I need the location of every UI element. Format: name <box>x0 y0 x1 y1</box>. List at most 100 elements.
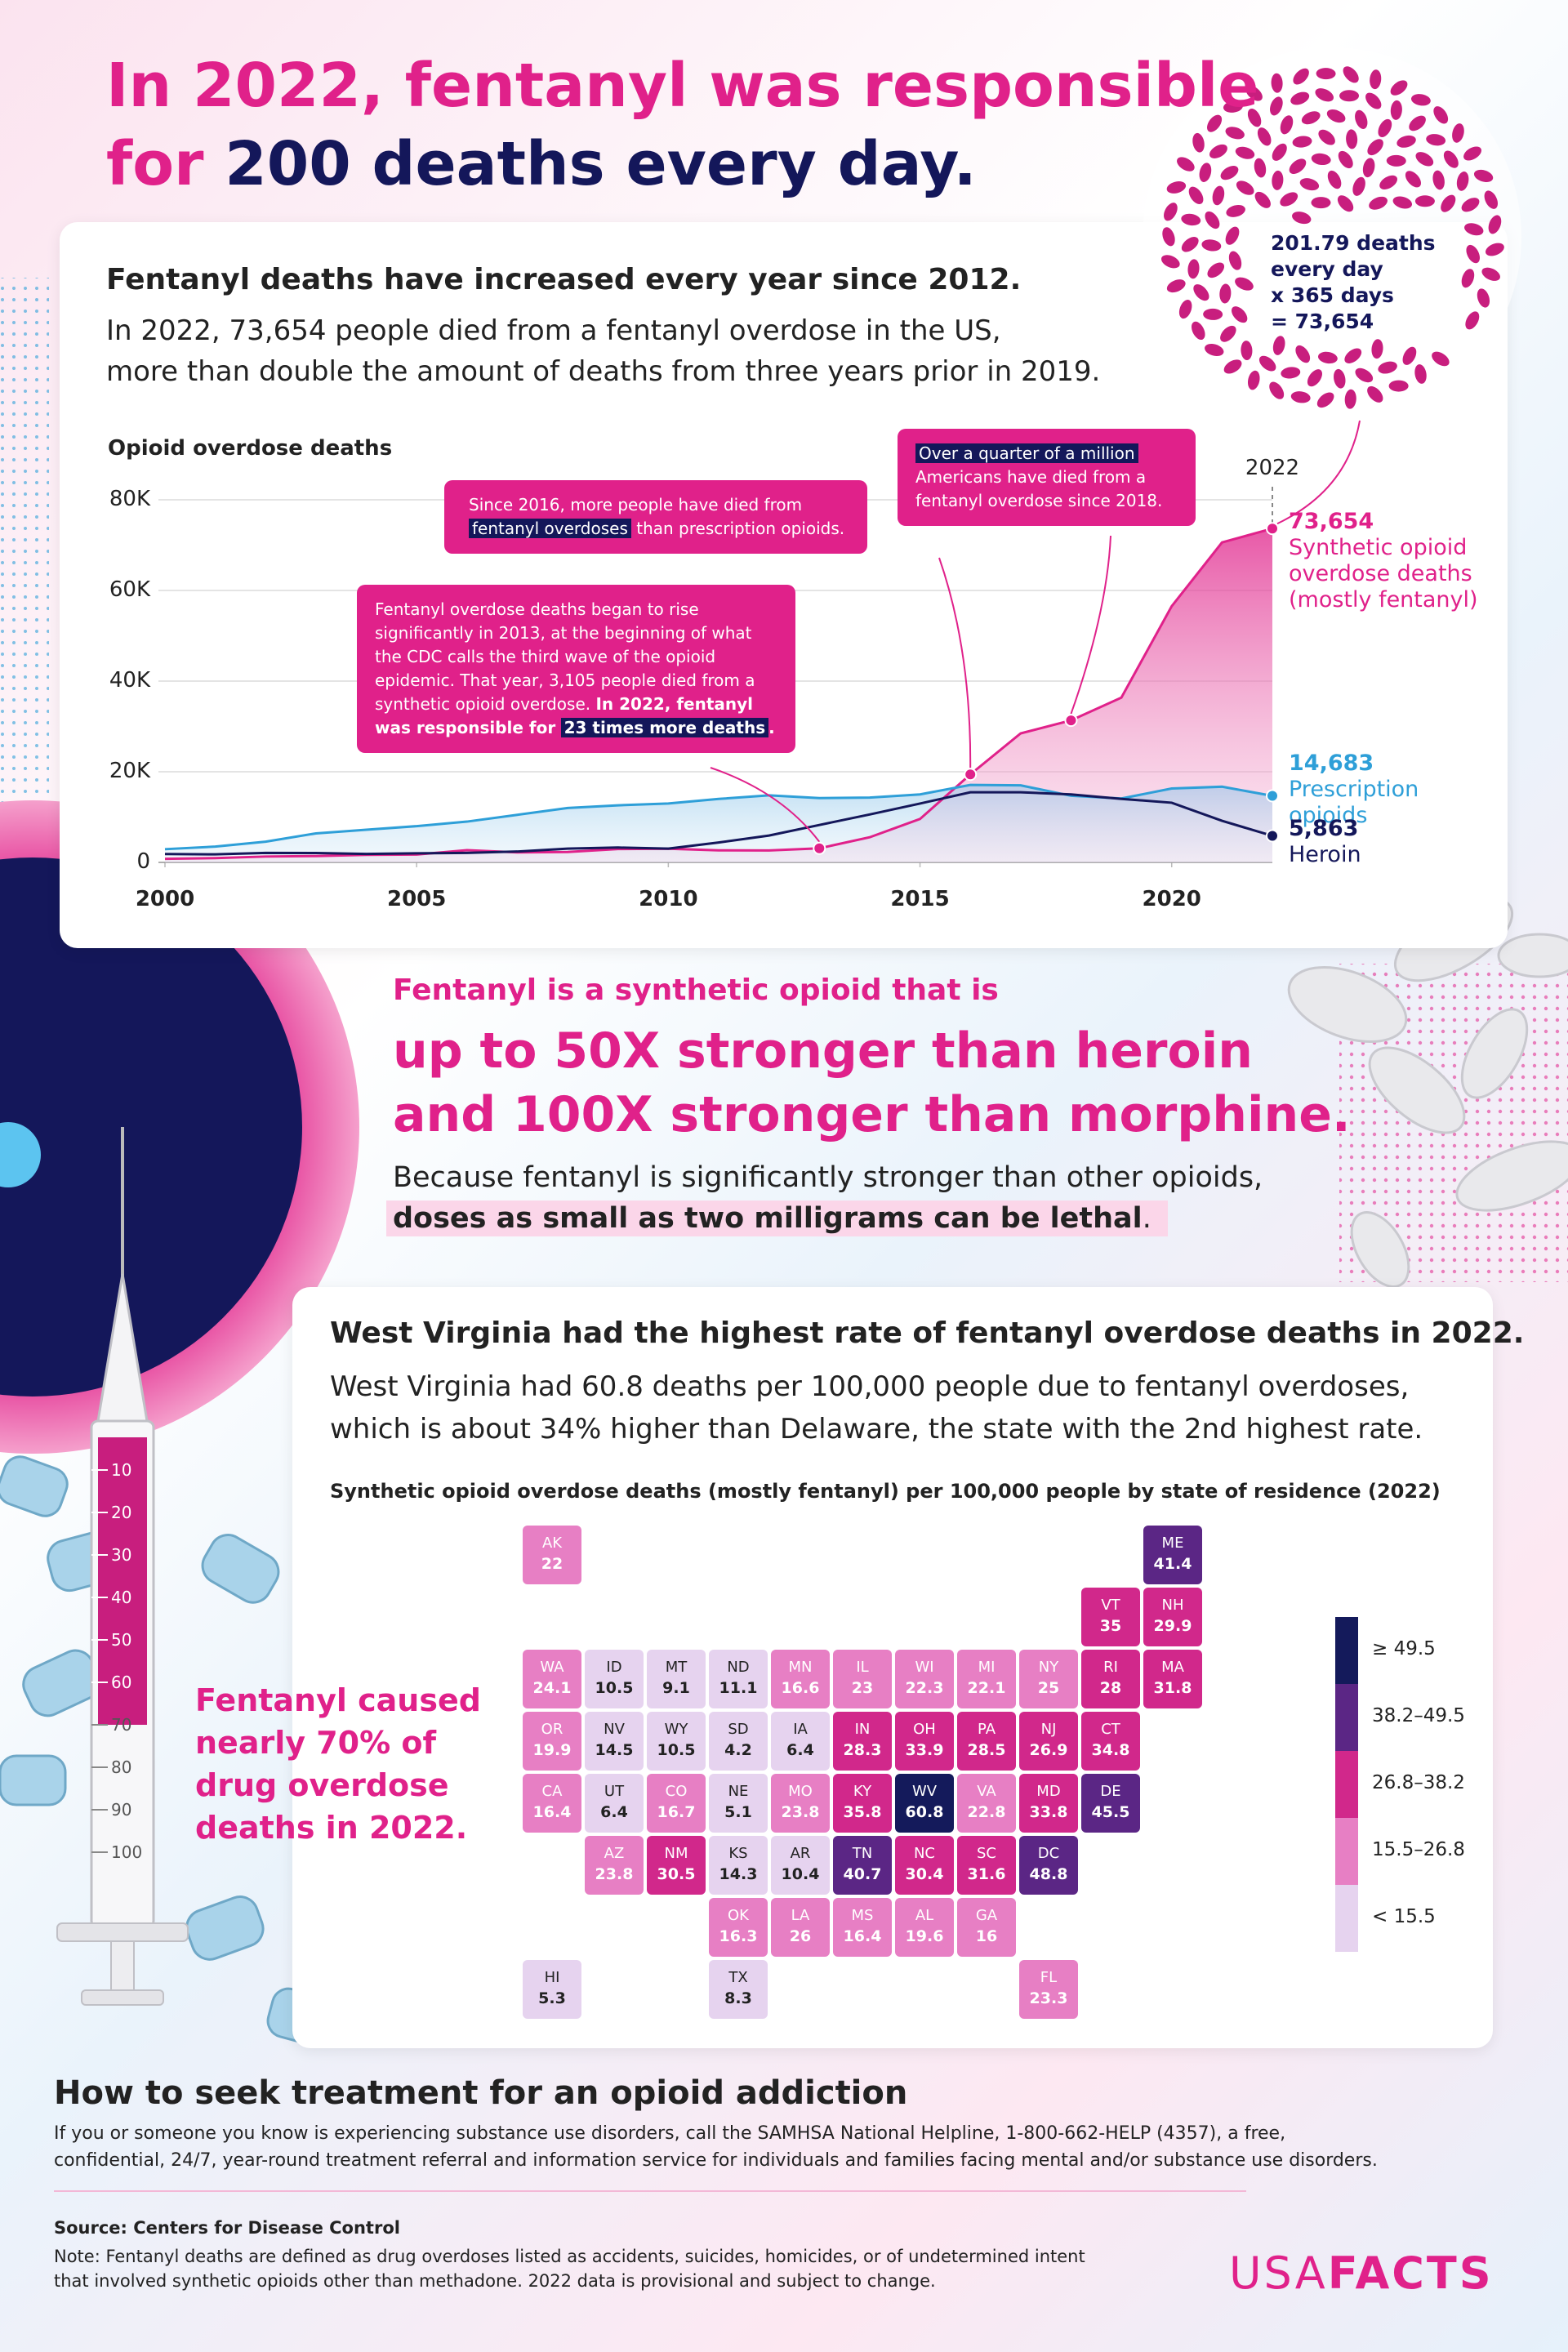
pill <box>1327 170 1342 189</box>
state-name: NV <box>604 1721 625 1738</box>
legend-label: 38.2–49.5 <box>1372 1705 1465 1726</box>
state-value: 16 <box>976 1927 997 1945</box>
state-value: 33.8 <box>1030 1803 1068 1821</box>
state-name: NE <box>728 1783 749 1800</box>
pill <box>1205 344 1224 357</box>
state-name: TX <box>728 1969 747 1986</box>
legend-swatch <box>1335 1617 1358 1684</box>
syringe-label: 30 <box>111 1545 132 1565</box>
pill <box>1415 152 1434 167</box>
pills-blue <box>0 1455 338 2047</box>
pill <box>1207 114 1223 132</box>
pill <box>1166 279 1186 293</box>
y-tick-label: 20K <box>109 759 150 783</box>
state-name: FL <box>1040 1969 1057 1986</box>
pill <box>1326 109 1346 123</box>
state-name: OK <box>728 1907 750 1924</box>
pill <box>1199 163 1212 182</box>
pill <box>1388 380 1409 392</box>
pill <box>1289 158 1307 174</box>
pill <box>1235 277 1254 291</box>
state-tile <box>585 1836 644 1895</box>
series-label: Heroin <box>1289 842 1361 868</box>
syringe-label: 50 <box>111 1630 132 1650</box>
note: Note: Fentanyl deaths are defined as dru… <box>54 2244 1085 2293</box>
state-name: AZ <box>604 1845 625 1862</box>
state-tile <box>771 1650 830 1708</box>
state-value: 5.3 <box>538 1989 566 2007</box>
pill <box>1280 115 1294 135</box>
series-label: Prescription opioids <box>1289 776 1419 828</box>
state-value: 24.1 <box>533 1679 572 1697</box>
state-value: 16.7 <box>657 1803 696 1821</box>
area <box>165 785 1272 862</box>
state-tile <box>895 1898 954 1957</box>
pill <box>1192 132 1205 153</box>
pill <box>1181 237 1199 252</box>
state-value: 35.8 <box>844 1803 882 1821</box>
state-tile <box>833 1774 892 1833</box>
state-name: KS <box>728 1845 747 1862</box>
state-tile <box>1019 1650 1078 1708</box>
legend-label: < 15.5 <box>1372 1906 1436 1927</box>
pill <box>1390 80 1408 96</box>
pill <box>1409 115 1426 131</box>
state-value: 30.4 <box>906 1865 944 1883</box>
pill <box>1272 170 1284 190</box>
state-tile <box>833 1898 892 1957</box>
annotation-text: Americans have died from a fentanyl over… <box>915 467 1163 510</box>
annotation-arrow <box>710 767 821 843</box>
legend-swatch <box>1335 1818 1358 1885</box>
state-value: 5.1 <box>724 1803 752 1821</box>
syringe-label: 10 <box>111 1460 132 1480</box>
pill <box>1315 88 1334 102</box>
pill <box>1295 345 1311 363</box>
pill <box>1178 300 1192 319</box>
state-value: 23.8 <box>782 1803 820 1821</box>
pill <box>1410 94 1431 106</box>
state-tile <box>1081 1588 1140 1646</box>
dot-pattern <box>0 278 49 898</box>
pill <box>1378 361 1397 374</box>
pill <box>1270 96 1283 116</box>
state-value: 26 <box>790 1927 811 1945</box>
syringe <box>56 1127 189 2006</box>
pill <box>1344 389 1356 409</box>
annotation-point <box>964 768 978 782</box>
state-value: 10.4 <box>782 1865 820 1883</box>
stat-line: nearly 70% of <box>195 1725 437 1761</box>
pill <box>1414 195 1435 207</box>
annotation-text: Fentanyl overdose deaths began to rise s… <box>375 599 755 714</box>
state-name: HI <box>545 1969 560 1986</box>
pill <box>1339 90 1360 102</box>
annotation-point <box>1064 714 1078 728</box>
state-tile <box>771 1898 830 1957</box>
legend-swatch <box>1335 1751 1358 1818</box>
pill <box>1317 351 1338 364</box>
state-name: CA <box>542 1783 564 1800</box>
footer-title: How to seek treatment for an opioid addi… <box>54 2074 908 2112</box>
state-name: WY <box>665 1721 689 1738</box>
state-tile <box>523 1960 581 2019</box>
state-value: 33.9 <box>906 1741 944 1759</box>
state-tile <box>1019 1712 1078 1771</box>
legend-label: 26.8–38.2 <box>1372 1772 1465 1793</box>
body-line: confidential, 24/7, year-round treatment… <box>54 2150 1378 2171</box>
state-name: ID <box>606 1659 621 1676</box>
syringe-label: 40 <box>111 1588 132 1607</box>
state-tile <box>957 1898 1016 1957</box>
state-value: 9.1 <box>662 1679 690 1697</box>
pill <box>1338 150 1353 169</box>
pill <box>1293 68 1309 85</box>
state-tile <box>1081 1650 1140 1708</box>
state-value: 40.7 <box>844 1865 882 1883</box>
state-value: 14.3 <box>719 1865 758 1883</box>
state-tile <box>895 1712 954 1771</box>
pill <box>1390 100 1402 120</box>
state-tile <box>647 1712 706 1771</box>
line <box>164 527 1273 861</box>
strength-highlight: doses as small as two milligrams can be … <box>386 1200 1168 1236</box>
note-line: 201.79 deaths <box>1271 231 1436 255</box>
legend-swatch <box>1335 1885 1358 1952</box>
state-name: ND <box>727 1659 749 1676</box>
